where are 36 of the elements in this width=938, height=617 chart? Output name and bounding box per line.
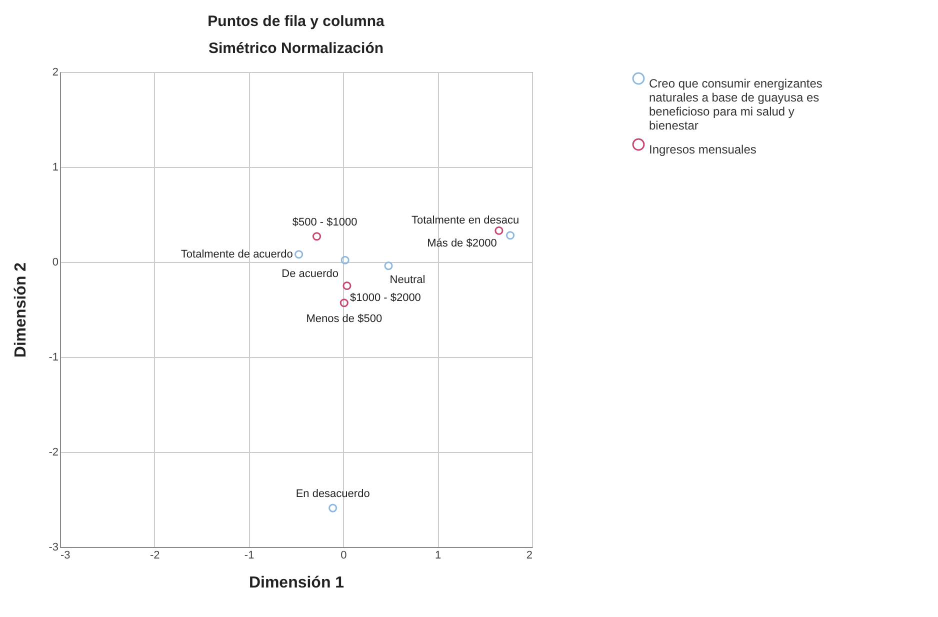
chart-subtitle: Simétrico Normalización bbox=[208, 40, 384, 57]
y-tick-label: 0 bbox=[52, 256, 58, 268]
y-tick-label: -2 bbox=[48, 446, 58, 458]
y-tick-label: 1 bbox=[52, 162, 58, 174]
chart-title: Puntos de fila y columna bbox=[208, 13, 386, 30]
x-tick-label: -3 bbox=[60, 550, 70, 562]
x-tick-label: -1 bbox=[244, 550, 254, 562]
y-axis-title: Dimensión 2 bbox=[12, 262, 30, 358]
x-tick-label: 1 bbox=[435, 550, 442, 562]
point bbox=[340, 256, 350, 264]
point bbox=[294, 250, 304, 259]
point bbox=[342, 281, 352, 290]
annotation: Menos de $500 bbox=[306, 312, 382, 325]
annotation: De acuerdo bbox=[282, 268, 339, 280]
annotation: $500 - $1000 bbox=[292, 216, 358, 228]
x-axis-title: Dimensión 1 bbox=[248, 574, 344, 592]
y-tick-label: 2 bbox=[52, 66, 58, 78]
point bbox=[384, 262, 393, 270]
legend-label: Creo que consumir energizantes naturales a base de guayusa es beneficioso para mi salud y bienestar bbox=[649, 76, 822, 132]
annotation: Más de $2000 bbox=[427, 238, 497, 250]
annotation: $1000 - $2000 bbox=[350, 292, 421, 304]
annotation: Neutral bbox=[390, 274, 426, 286]
x-tick-label: -2 bbox=[150, 550, 160, 562]
point bbox=[494, 226, 504, 235]
y-tick-label: -3 bbox=[48, 542, 58, 554]
annotation: En desacuerdo bbox=[296, 488, 370, 500]
x-tick-label: 0 bbox=[340, 550, 347, 562]
point bbox=[328, 504, 338, 512]
y-tick-label: -1 bbox=[48, 352, 58, 364]
point bbox=[506, 231, 515, 240]
point bbox=[312, 232, 322, 241]
annotation: Totalmente en desacu bbox=[411, 214, 520, 226]
annotation: Totalmente de acuerdo bbox=[180, 248, 293, 260]
x-tick-label: 2 bbox=[526, 550, 532, 562]
legend-label: Ingresos mensuales bbox=[649, 142, 756, 156]
point bbox=[340, 298, 348, 308]
